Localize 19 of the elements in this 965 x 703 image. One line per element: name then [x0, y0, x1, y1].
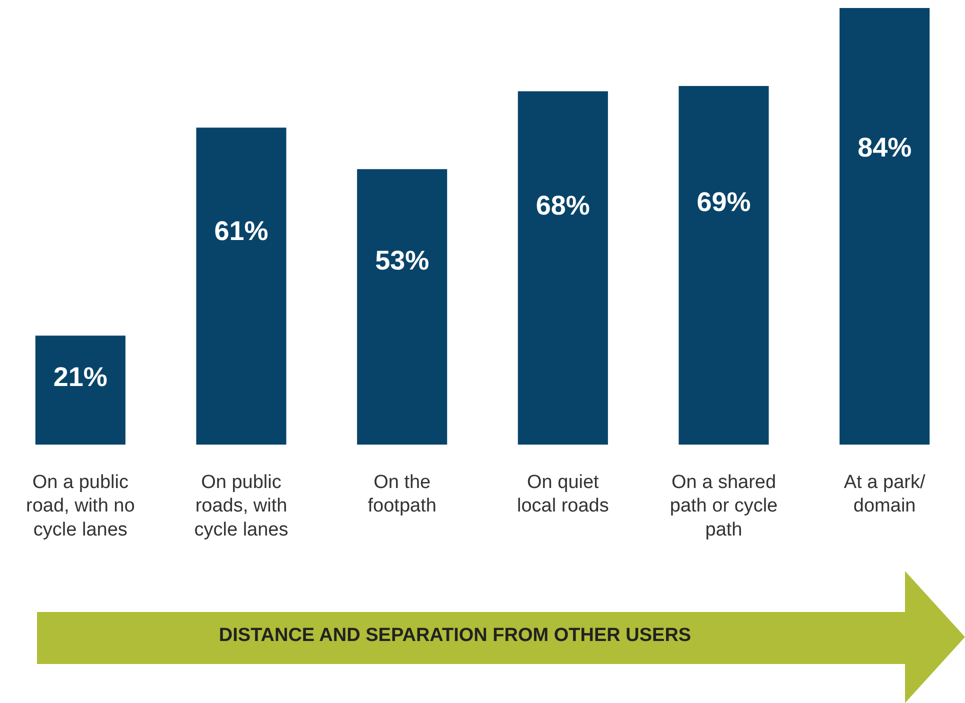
bar	[35, 336, 126, 445]
data-label: 53%	[375, 245, 430, 276]
data-label: 84%	[858, 132, 912, 162]
x-tick-label: On quiet local roads	[516, 472, 609, 517]
bar	[357, 169, 448, 445]
x-tick-label: On public roads, with cycle lanes	[194, 472, 288, 540]
text: DISTANCE AND SEPARATION FROM OTHER USERS	[218, 625, 692, 647]
bar	[840, 8, 930, 445]
bar	[678, 86, 769, 445]
data-label: 69%	[696, 187, 751, 218]
bar	[518, 91, 608, 445]
data-label: 21%	[53, 362, 108, 392]
x-tick-label: On a public road, with no cycle lanes	[26, 472, 135, 540]
x-tick-label: On a shared path or cycle path	[670, 472, 778, 540]
x-tick-label: At a park/ domain	[844, 472, 926, 517]
bar	[196, 128, 286, 445]
data-label: 61%	[214, 216, 268, 246]
data-label: 68%	[536, 190, 590, 221]
x-tick-label: On the footpath	[368, 472, 436, 517]
